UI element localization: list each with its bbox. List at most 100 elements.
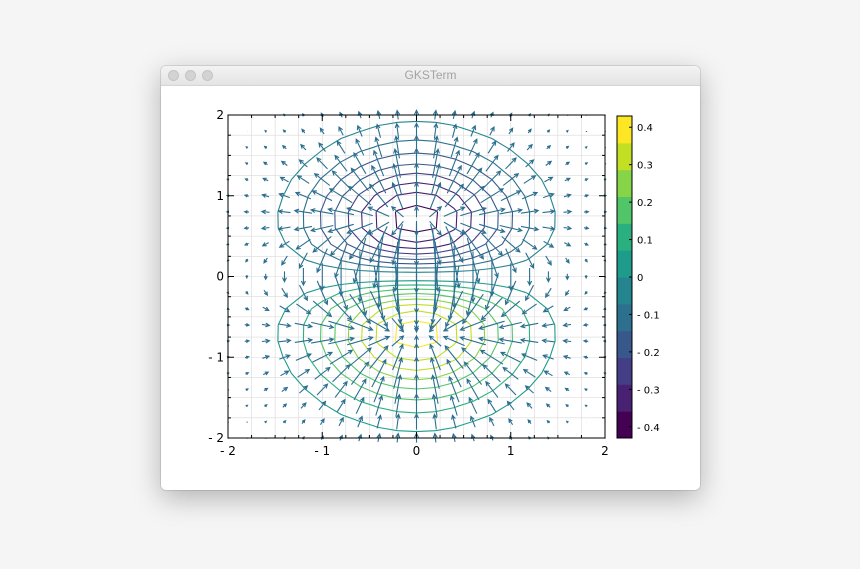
quiver-arrow — [311, 337, 335, 344]
quiver-arrow — [281, 255, 288, 266]
quiver-arrow — [318, 142, 326, 152]
colorbar-segment — [617, 250, 632, 278]
quiver-arrow — [563, 225, 573, 231]
quiver-arrow — [357, 415, 364, 428]
quiver-arrow — [244, 178, 249, 182]
quiver-arrow — [431, 393, 438, 417]
quiver-arrow — [466, 152, 480, 175]
quiver-arrow — [294, 322, 314, 329]
y-tick-label: - 2 — [208, 431, 224, 445]
zoom-button[interactable] — [202, 70, 213, 81]
quiver-arrow — [300, 143, 307, 151]
quiver-arrow — [244, 355, 250, 360]
quiver-arrow — [327, 207, 355, 216]
quiver-arrow — [371, 358, 387, 388]
quiver-arrow — [374, 136, 383, 158]
quiver-arrow — [499, 224, 523, 233]
quiver-arrow — [498, 337, 522, 344]
quiver-arrow — [448, 233, 461, 289]
quiver-arrow — [392, 229, 401, 293]
quiver-arrow — [310, 224, 334, 233]
quiver-arrow — [446, 358, 462, 388]
quiver-arrow — [295, 238, 311, 250]
quiver-arrow — [583, 210, 590, 214]
quiver-arrow — [582, 323, 589, 327]
quiver-arrow — [301, 419, 306, 425]
quiver-arrow — [312, 351, 334, 363]
quiver-arrow — [563, 209, 573, 215]
quiver-arrow — [482, 170, 502, 189]
quiver-arrow — [277, 225, 291, 231]
quiver-arrow — [545, 271, 551, 283]
quiver-arrow — [328, 188, 353, 204]
quiver-arrow — [392, 162, 403, 196]
quiver-arrow — [445, 226, 464, 264]
quiver-arrow — [296, 175, 310, 184]
quiver-arrows — [225, 109, 608, 443]
quiver-arrow — [369, 345, 389, 369]
quiver-arrow — [505, 157, 517, 170]
quiver-arrow — [480, 188, 505, 204]
minimize-button[interactable] — [185, 70, 196, 81]
quiver-arrow — [583, 372, 588, 376]
quiver-arrow — [583, 307, 589, 311]
quiver-arrow — [414, 334, 419, 347]
quiver-arrow — [430, 374, 439, 404]
quiver-arrow — [460, 206, 487, 217]
quiver-arrow — [498, 321, 522, 330]
close-button[interactable] — [168, 70, 179, 81]
quiver-arrow — [261, 338, 271, 344]
quiver-arrow — [299, 385, 309, 394]
quiver-arrow — [373, 375, 385, 403]
colorbar-segment — [617, 169, 632, 197]
quiver-arrow — [429, 356, 440, 389]
colorbar-tick-label: 0.3 — [637, 161, 653, 172]
quiver-arrow — [521, 191, 539, 200]
quiver-arrow — [451, 414, 457, 429]
quiver-arrow — [442, 318, 465, 332]
contour-line — [277, 120, 556, 273]
quiver-arrow — [263, 273, 268, 281]
quiver-arrow — [508, 263, 514, 291]
quiver-arrow — [563, 193, 572, 198]
x-tick-label: 2 — [601, 444, 609, 458]
quiver-arrow — [334, 243, 348, 279]
quiver-arrow — [262, 306, 270, 311]
quiver-arrow — [244, 307, 250, 311]
quiver-arrow — [245, 146, 249, 149]
quiver-arrow — [355, 396, 365, 414]
quiver-arrow — [347, 185, 372, 206]
quiver-arrow — [520, 208, 540, 214]
quiver-arrow — [347, 319, 374, 331]
colorbar-tick-label: 0 — [637, 273, 643, 284]
quiver-arrow — [311, 321, 335, 330]
quiver-arrow — [261, 322, 271, 328]
quiver-arrow — [563, 306, 571, 311]
axis-tick-labels: - 2 - 1 0 1 2 - 2 - 1 0 1 2 — [208, 108, 609, 458]
quiver-arrow — [281, 287, 288, 299]
quiver-arrow — [394, 135, 400, 159]
quiver-arrow — [584, 146, 588, 149]
quiver-arrow — [300, 268, 306, 287]
quiver-arrow — [314, 366, 331, 380]
quiver-arrow — [262, 355, 271, 360]
quiver-arrow — [502, 172, 520, 186]
quiver-arrow — [414, 221, 419, 237]
quiver-arrow — [489, 257, 495, 297]
quiver-arrow — [393, 356, 404, 389]
quiver-arrow — [562, 338, 572, 344]
quiver-arrow — [468, 138, 478, 156]
quiver-arrow — [460, 222, 487, 234]
quiver-arrow — [338, 257, 344, 297]
quiver-arrow — [375, 123, 382, 138]
colorbar-segment — [617, 196, 632, 224]
quiver-arrow — [520, 225, 540, 232]
quiver-arrow — [546, 419, 550, 424]
contour-line — [347, 172, 486, 255]
quiver-arrow — [371, 164, 387, 194]
title-bar[interactable]: GKSTerm — [161, 66, 700, 86]
quiver-arrow — [485, 243, 499, 279]
quiver-arrow — [499, 351, 521, 363]
quiver-arrow — [443, 221, 466, 235]
